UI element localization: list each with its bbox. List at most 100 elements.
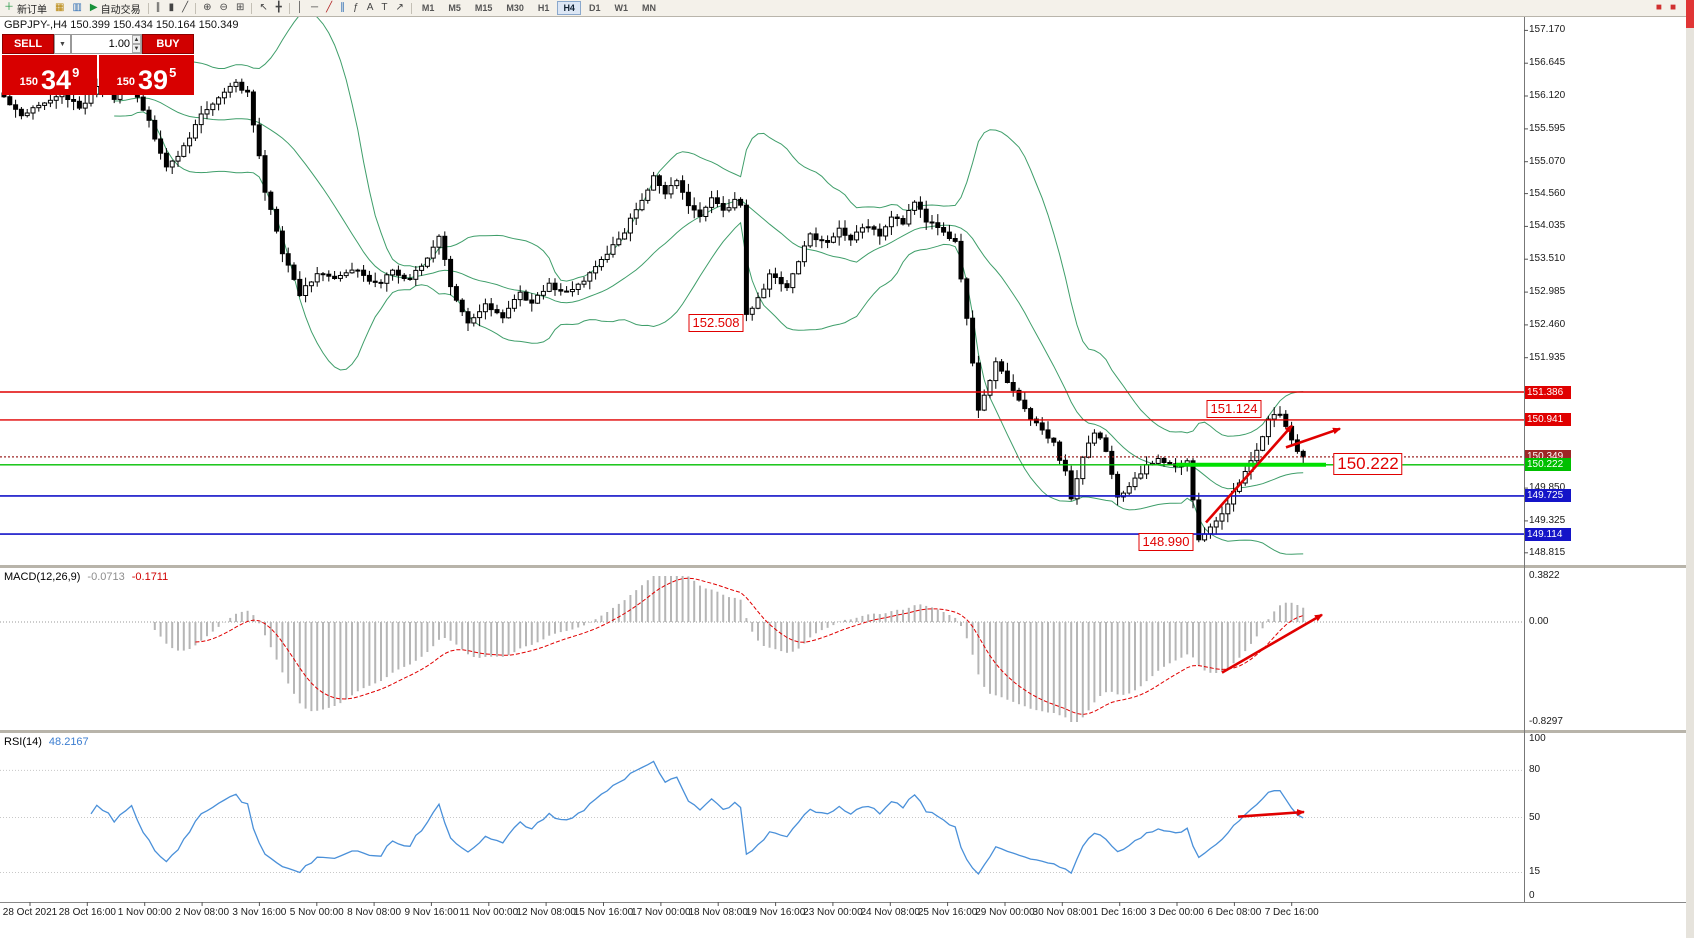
price-axis-label: 154.560 [1529, 187, 1566, 199]
time-axis-label: 1 Dec 16:00 [1092, 907, 1147, 918]
toolbar-candlestick-mode-button[interactable]: ▮ [165, 1, 179, 16]
chart-annotation-152-508[interactable]: 152.508 [688, 314, 744, 332]
timeframe-mn-button[interactable]: MN [641, 3, 656, 13]
rsi-axis-label: 100 [1529, 733, 1546, 744]
timeframe-m5-button[interactable]: M5 [448, 3, 461, 13]
trend-arrows[interactable] [1205, 424, 1341, 818]
price-axis-label: 154.035 [1529, 220, 1566, 232]
ohlc-text: GBPJPY-,H4 150.399 150.434 150.164 150.3… [4, 19, 239, 31]
new-order-label: 新订单 [17, 4, 47, 16]
time-axis-label: 18 Nov 08:00 [688, 907, 748, 918]
rsi-value: 48.2167 [48, 736, 89, 748]
candles [1, 78, 1306, 543]
toolbar-bar-chart-mode-button[interactable]: ∥ [152, 1, 165, 16]
equidistant-channel-icon: ∥ [340, 2, 346, 13]
macd-indicator-label: MACD(12,26,9) -0.0713 -0.1711 [4, 571, 168, 583]
time-axis-label: 2 Nov 08:00 [175, 907, 230, 918]
rsi-panel-graphics [0, 760, 1524, 876]
volume-stepper: ▲ ▼ [132, 35, 141, 53]
time-axis-label: 23 Nov 00:00 [803, 907, 863, 918]
toolbar-new-order-button[interactable]: ＋新订单 [0, 1, 51, 16]
time-axis-label: 1 Nov 00:00 [117, 907, 172, 918]
fibonacci-icon: ƒ [353, 2, 359, 13]
rsi-axis-label: 80 [1529, 764, 1541, 776]
new-order-icon: ＋ [4, 2, 14, 13]
price-axis-label: 155.595 [1529, 122, 1566, 134]
sell-price-display[interactable]: 150 34 9 [2, 55, 97, 95]
toolbar-fibonacci-button[interactable]: ƒ [349, 1, 363, 16]
toolbar-text-label-button[interactable]: T [377, 1, 391, 16]
macd-name: MACD(12,26,9) [4, 571, 81, 583]
chart-annotation-150-222[interactable]: 150.222 [1333, 453, 1403, 476]
toolbar-equidistant-channel-button[interactable]: ∥ [336, 1, 349, 16]
volume-decrease-button[interactable]: ▼ [132, 44, 141, 53]
bar-chart-mode-icon: ∥ [155, 2, 161, 13]
toolbar-tile-windows-button[interactable]: ⊞ [232, 1, 248, 16]
timeframe-m15-button[interactable]: M15 [474, 3, 493, 13]
macd-main-value: -0.0713 [87, 571, 125, 583]
toolbar-profiles-button[interactable]: ▥ [68, 1, 85, 16]
toolbar-crosshair-button[interactable]: ╋ [272, 1, 286, 16]
time-axis-label: 25 Nov 16:00 [917, 907, 978, 918]
toolbar-trendline-button[interactable]: ╱ [322, 1, 336, 16]
rsi-indicator-label: RSI(14) 48.2167 [4, 736, 89, 748]
price-badge-151-386: 151.386 [1525, 385, 1571, 399]
cursor-icon: ↖ [259, 2, 268, 13]
toolbar-horizontal-line-button[interactable]: ─ [307, 1, 322, 16]
volume-input[interactable] [72, 35, 133, 53]
time-axis-label: 3 Nov 16:00 [232, 907, 287, 918]
time-axis-label: 28 Oct 16:00 [58, 907, 116, 918]
price-axis-label: 151.935 [1529, 351, 1566, 363]
toolbar-vertical-line-button[interactable]: │ [293, 1, 307, 16]
sell-button[interactable]: SELL [2, 34, 54, 54]
toolbar-auto-trading-button[interactable]: ▶ 自动交易 [86, 1, 145, 16]
toolbar-arrow-tool-button[interactable]: ↗ [391, 1, 407, 16]
timeframe-m1-button[interactable]: M1 [421, 3, 435, 13]
toolbar-separator [410, 2, 412, 14]
chart-annotation-148-990[interactable]: 148.990 [1138, 532, 1194, 551]
toolbar-cursor-button[interactable]: ↖ [255, 1, 271, 16]
timeframe-d1-button[interactable]: D1 [588, 3, 601, 13]
toolbar-zoom-in-button[interactable]: ⊕ [199, 1, 215, 16]
time-axis-label: 29 Nov 00:00 [975, 907, 1035, 918]
scrollbar-thumb[interactable] [1686, 0, 1694, 28]
toolbar-line-chart-mode-button[interactable]: ╱ [178, 1, 192, 16]
toolbar-alerts-button[interactable]: ■ [1652, 1, 1666, 16]
macd-axis-label: -0.8297 [1529, 716, 1563, 727]
timeframe-m30-button[interactable]: M30 [506, 3, 524, 13]
timeframe-h1-button[interactable]: H1 [537, 3, 550, 13]
toolbar-separator [251, 2, 253, 14]
toolbar-news-button[interactable]: ■ [1666, 1, 1680, 16]
price-axis-label: 152.985 [1529, 286, 1566, 298]
rsi-axis-label: 50 [1529, 811, 1541, 823]
toolbar-separator [288, 2, 290, 14]
auto-trading-label: 自动交易 [100, 4, 141, 16]
buy-button[interactable]: BUY [142, 34, 194, 54]
macd-axis-label: 0.3822 [1529, 570, 1560, 581]
horizontal-line-icon: ─ [311, 2, 319, 13]
timeframe-w1-button[interactable]: W1 [614, 3, 628, 13]
buy-price-display[interactable]: 150 39 5 [99, 55, 194, 95]
time-axis-label: 28 Oct 2021 [2, 907, 58, 918]
timeframe-h4-button[interactable]: H4 [557, 1, 581, 15]
toolbar-zoom-out-button[interactable]: ⊖ [216, 1, 232, 16]
time-axis-label: 3 Dec 00:00 [1150, 907, 1204, 918]
volume-field: ▲ ▼ [71, 34, 142, 54]
time-axis-label: 15 Nov 16:00 [573, 907, 634, 918]
buy-price-pip: 5 [169, 65, 177, 80]
vertical-scrollbar[interactable] [1686, 0, 1694, 938]
tile-windows-icon: ⊞ [235, 2, 245, 13]
toolbar-chart-window-button[interactable]: ▦ [51, 1, 68, 16]
toolbar-text-button[interactable]: A [363, 1, 378, 16]
volume-increase-button[interactable]: ▲ [132, 35, 141, 44]
volume-dropdown-icon[interactable]: ▼ [54, 34, 71, 54]
chart-annotation-151-124[interactable]: 151.124 [1206, 399, 1262, 418]
horizontal-level-lines[interactable] [0, 391, 1524, 535]
time-axis-label: 19 Nov 16:00 [745, 907, 806, 918]
price-badge-150-222: 150.222 [1525, 458, 1571, 472]
sell-price-prefix: 150 [19, 76, 39, 88]
time-axis-label: 11 Nov 00:00 [459, 907, 519, 918]
price-axis-label: 148.815 [1529, 546, 1566, 558]
toolbar-separator [147, 2, 149, 14]
